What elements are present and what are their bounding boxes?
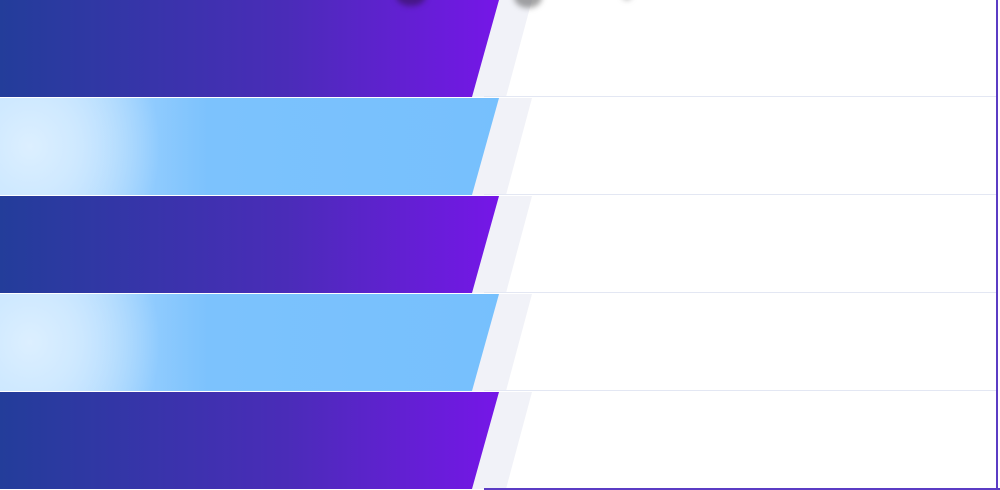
band-divider (484, 96, 998, 97)
cropped-glyph (514, 0, 542, 8)
band-divider (484, 194, 998, 195)
frame-bottom-border (484, 488, 1000, 490)
band-panel-purple (0, 0, 499, 97)
band-1 (0, 0, 998, 97)
cropped-glyph (396, 0, 426, 6)
band-3 (0, 196, 998, 293)
band-5 (0, 392, 998, 489)
band-panel-blue (0, 98, 499, 195)
frame-right-border (996, 0, 998, 490)
band-panel-blue (0, 294, 499, 391)
band-panel-purple (0, 196, 499, 293)
band-divider (484, 292, 998, 293)
band-panel-purple (0, 392, 499, 489)
band-divider (484, 390, 998, 391)
cropped-heading-remnant (390, 0, 650, 8)
band-4 (0, 294, 998, 391)
band-2 (0, 98, 998, 195)
